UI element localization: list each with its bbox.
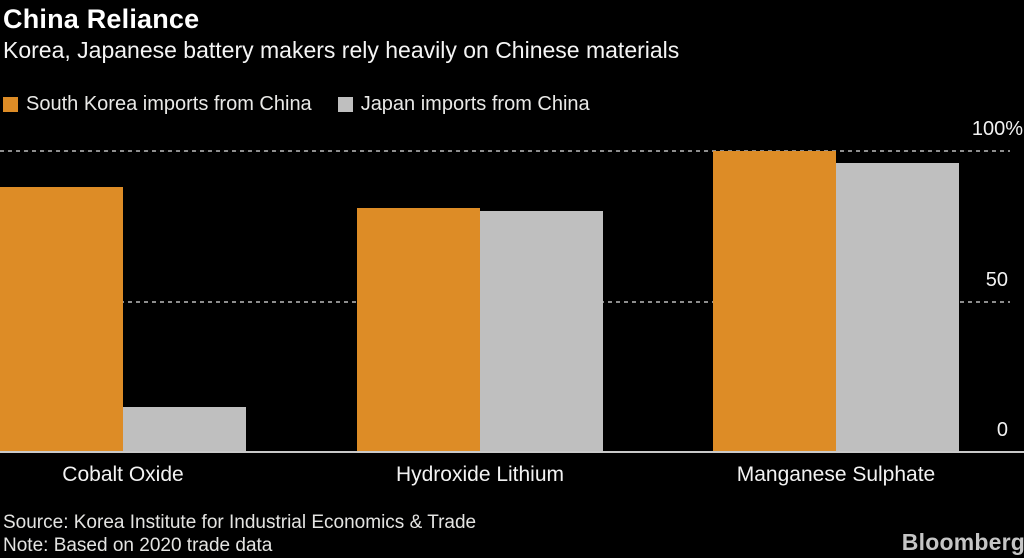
legend-label: South Korea imports from China [26, 93, 312, 115]
source-text: Source: Korea Institute for Industrial E… [3, 512, 477, 533]
x-axis-label: Cobalt Oxide [62, 463, 184, 486]
bloomberg-logo: Bloomberg [901, 529, 1024, 555]
gridline-100 [0, 150, 1010, 152]
bar-south-korea-manganese-sulphate [713, 151, 836, 452]
legend-item-japan: Japan imports from China [337, 93, 590, 116]
chart-title: China Reliance [3, 4, 200, 34]
bar-japan-manganese-sulphate [836, 163, 959, 452]
legend-swatch-icon [337, 97, 353, 112]
note-text: Note: Based on 2020 trade data [3, 535, 273, 556]
chart-subtitle: Korea, Japanese battery makers rely heav… [3, 37, 680, 63]
x-axis-label: Hydroxide Lithium [395, 463, 565, 486]
y-tick-label: 50 [985, 269, 1008, 291]
legend-label: Japan imports from China [360, 93, 590, 115]
bar-japan-cobalt-oxide [123, 407, 246, 452]
bar-south-korea-cobalt-oxide [0, 187, 123, 452]
x-axis-label: Manganese Sulphate [736, 463, 936, 486]
legend: South Korea imports from China Japan impo… [3, 93, 590, 116]
bar-south-korea-hydroxide-lithium [357, 208, 480, 452]
y-tick-label: 0 [996, 419, 1008, 441]
legend-swatch-icon [3, 97, 18, 112]
x-axis-baseline [0, 451, 1024, 453]
bar-japan-hydroxide-lithium [480, 211, 603, 452]
legend-item-south-korea: South Korea imports from China [3, 93, 312, 116]
y-tick-label: 100% [971, 118, 1023, 140]
